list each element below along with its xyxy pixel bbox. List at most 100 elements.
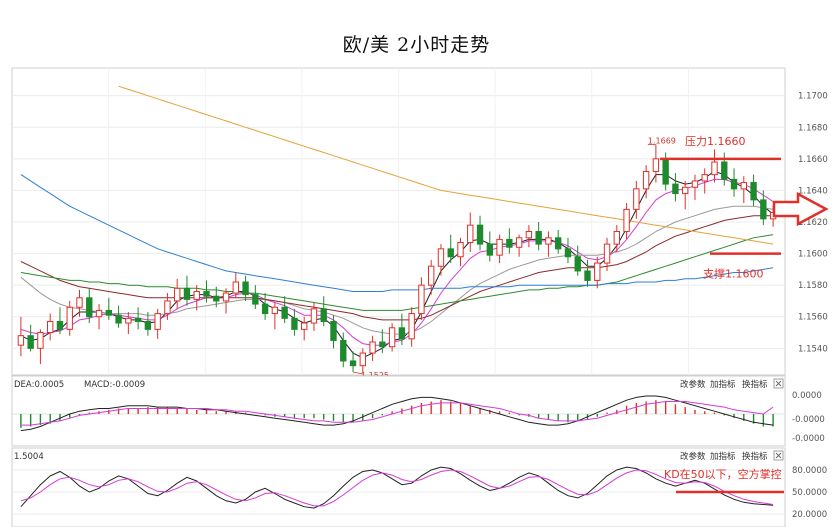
candle-body [86, 297, 93, 318]
moving-averages [20, 85, 774, 359]
y-tick-label: 1.1540 [798, 344, 828, 354]
kd-close-icon[interactable] [773, 450, 784, 461]
candle-body [301, 322, 308, 330]
candle-body [174, 287, 181, 302]
main-y-axis: 1.1700 1.1680 1.1660 1.1640 1.1620 1.1600 1.15… [798, 92, 828, 355]
resistance-label: 压力1.1660 [685, 135, 746, 148]
candle-body [115, 314, 122, 324]
candle-body [56, 320, 64, 330]
macd-add-indicator-button[interactable]: 加指标 [710, 379, 736, 390]
candle-body [701, 174, 708, 182]
candle-body [594, 262, 601, 281]
candle-body [730, 178, 738, 190]
candle-body [672, 183, 679, 195]
candle-body [281, 306, 288, 319]
y-tick-label: 1.1660 [798, 155, 828, 165]
kd-add-indicator-button[interactable]: 加指标 [710, 451, 736, 462]
ma-line [20, 234, 774, 311]
macd-dif-line [20, 395, 774, 432]
candle-body [261, 303, 269, 315]
ma-line [20, 174, 774, 292]
candle-body [164, 300, 171, 315]
candle-body [760, 199, 767, 220]
candle-body [183, 287, 191, 300]
kd-change-params-button[interactable]: 改参数 [680, 451, 706, 462]
candle-body [633, 188, 640, 210]
candle-body [408, 313, 415, 340]
macd-ytick-1: -0.0000 [792, 415, 825, 425]
kd-d-line [20, 469, 774, 507]
candle-body [27, 335, 34, 349]
candle-body [613, 230, 620, 245]
macd-switch-indicator-button[interactable]: 换指标 [742, 379, 768, 390]
candle-body [564, 248, 572, 258]
y-tick-label: 1.1700 [798, 92, 828, 102]
candle-body [535, 230, 542, 245]
high-label: 1.1669 [648, 137, 676, 146]
ma-line [20, 215, 774, 321]
macd-ytick-0: 0.0000 [792, 391, 822, 401]
candle-body [193, 290, 200, 300]
kd-ytick-1: 50.0000 [792, 488, 827, 498]
candle-body [750, 182, 757, 201]
ma-line [20, 178, 774, 346]
projection-arrow-icon [772, 191, 829, 227]
candle-body [623, 208, 630, 232]
candle-body [154, 313, 161, 330]
main-grid [12, 68, 785, 375]
kd-legend: 1.5004 [14, 452, 44, 462]
candle-body [486, 243, 493, 256]
macd-dea-legend: DEA:0.0005 [14, 380, 64, 390]
macd-dea-line [20, 401, 774, 426]
candle-body [603, 243, 611, 264]
y-tick-label: 1.1580 [798, 281, 828, 291]
candle-body [457, 242, 464, 258]
candle-body [213, 295, 220, 302]
candle-body [418, 284, 425, 315]
macd-close-icon[interactable] [773, 378, 784, 389]
candle-body [682, 186, 689, 195]
candle-body [506, 238, 513, 248]
candle-body [76, 297, 83, 308]
candle-body [555, 237, 562, 250]
candle-body [691, 180, 699, 188]
candle-body [584, 270, 591, 281]
candle-body [203, 290, 210, 297]
candle-body [37, 332, 44, 349]
candle-body [574, 256, 581, 272]
candle-body [721, 161, 728, 180]
candle-body [232, 281, 239, 294]
kd-ytick-2: 20.0000 [792, 510, 827, 520]
candle-body [369, 341, 376, 354]
candle-body [222, 292, 230, 302]
kd-plot [12, 466, 785, 515]
candle-body [252, 294, 259, 305]
kd-panel [11, 447, 786, 527]
candle-body [467, 224, 474, 244]
candle-body [95, 309, 103, 318]
y-tick-label: 1.1560 [798, 313, 828, 323]
y-tick-label: 1.1680 [798, 123, 828, 133]
chart-title: 欧/美 2小时走势 [342, 34, 491, 56]
candle-body [271, 306, 279, 315]
ma-line [118, 85, 774, 245]
candle-body [545, 237, 552, 245]
macd-change-params-button[interactable]: 改参数 [680, 379, 706, 390]
candle-body [291, 317, 298, 330]
candle-body [379, 341, 386, 348]
candle-body [320, 308, 327, 322]
macd-ytick-2: -0.0000 [792, 434, 825, 444]
candle-body [437, 248, 445, 267]
candle-body [428, 265, 435, 286]
candle-body [652, 158, 660, 172]
kd-switch-indicator-button[interactable]: 换指标 [742, 451, 768, 462]
candle-body [476, 224, 484, 245]
candle-body [398, 327, 406, 340]
macd-macd-legend: MACD:-0.0009 [84, 380, 145, 390]
candle-body [740, 182, 747, 190]
candle-body [17, 335, 25, 346]
y-tick-label: 1.1620 [798, 218, 828, 228]
candle-body [242, 281, 249, 296]
candle-body [310, 308, 318, 324]
